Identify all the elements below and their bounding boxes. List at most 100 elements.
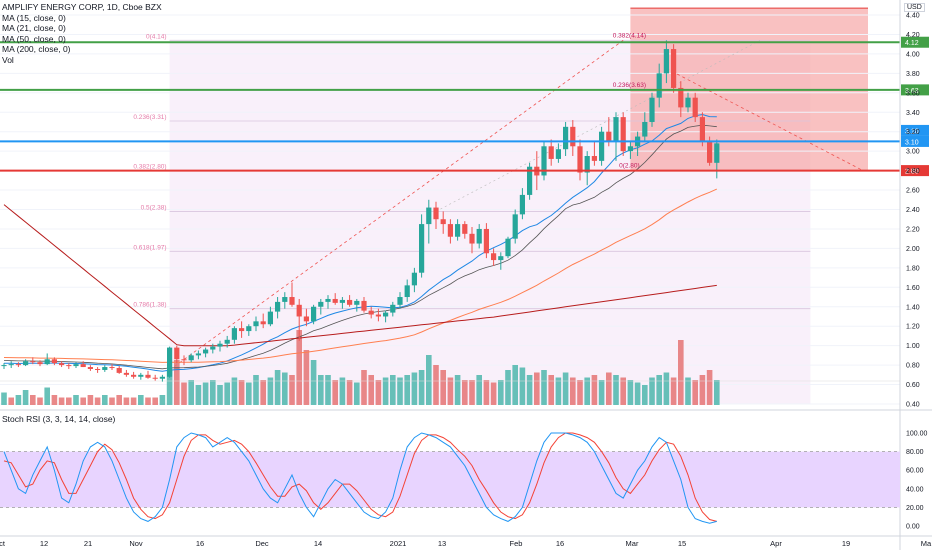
volume-bar: [469, 380, 475, 405]
candle-body: [159, 376, 165, 379]
candle-body: [123, 372, 129, 375]
volume-bar: [188, 380, 194, 405]
candle-body: [620, 117, 626, 152]
volume-bar: [138, 395, 144, 405]
candle-body: [109, 367, 115, 369]
candle-body: [181, 359, 187, 361]
price-tick-label: 1.00: [906, 343, 920, 350]
volume-bar: [30, 395, 36, 405]
candle-body: [606, 131, 612, 142]
candle-body: [73, 364, 79, 367]
study-ma21[interactable]: MA (21, close, 0): [2, 23, 66, 33]
candle-body: [541, 146, 547, 176]
candle-body: [419, 224, 425, 273]
volume-bar: [202, 382, 209, 405]
candle-body: [368, 310, 374, 315]
candle-body: [577, 146, 583, 173]
study-ma15[interactable]: MA (15, close, 0): [2, 12, 66, 23]
candle-body: [584, 156, 590, 173]
fib-label: 0.236(3.31): [133, 114, 166, 121]
volume-bar: [613, 375, 619, 405]
candle-body: [375, 314, 381, 317]
volume-bar: [476, 375, 482, 405]
candle-body: [275, 301, 281, 312]
volume-bar: [109, 397, 115, 405]
volume-bar: [375, 380, 382, 405]
level-price-tag: [901, 135, 929, 147]
candle-body: [613, 117, 619, 142]
fib-label: 0(4.14): [146, 33, 167, 40]
volume-bar: [548, 375, 554, 405]
fib-label: 0.786(1.38): [133, 302, 166, 309]
volume-bar: [346, 380, 353, 405]
candle-body: [332, 298, 338, 303]
candle-body: [311, 306, 317, 322]
candle-body: [505, 238, 511, 257]
candle-body: [678, 87, 684, 108]
study-ma200[interactable]: MA (200, close, 0): [2, 44, 71, 54]
time-tick-label: Dec: [255, 539, 269, 548]
price-tick-label: 0.40: [906, 402, 920, 409]
volume-bar: [627, 380, 634, 405]
currency-label[interactable]: USD: [904, 3, 925, 12]
candle-body: [87, 367, 93, 369]
symbol-title[interactable]: AMPLIFY ENERGY CORP, 1D, Cboe BZX: [2, 2, 162, 12]
study-volume[interactable]: Vol: [2, 54, 14, 65]
volume-bar: [685, 377, 691, 405]
price-tick-label: 1.60: [906, 285, 920, 292]
ma50-line: [3, 188, 718, 363]
candle-body: [282, 297, 288, 302]
stoch-rsi-title[interactable]: Stoch RSI (3, 3, 14, 14, close): [2, 414, 116, 424]
rsi-tick-label: 80.00: [906, 449, 924, 456]
stoch-rsi-k-line: [3, 432, 717, 524]
level-price-label: 4.12: [905, 40, 919, 47]
candle-body: [167, 347, 173, 377]
volume-bar: [94, 397, 101, 405]
fib-label: 0.382(2.80): [133, 164, 166, 171]
candle-body: [627, 146, 633, 152]
volume-bar: [541, 370, 547, 405]
candle-body: [548, 146, 554, 159]
candle-body: [231, 328, 237, 340]
extra-price-tag: [901, 124, 929, 136]
volume-bar: [490, 382, 497, 405]
volume-bar: [606, 372, 612, 405]
volume-bar: [44, 387, 50, 405]
volume-bar: [454, 375, 461, 405]
volume-bar: [318, 375, 324, 405]
candle-body: [642, 121, 648, 137]
candle-body: [404, 285, 410, 298]
candle-body: [188, 355, 194, 361]
candle-body: [462, 224, 468, 234]
volume-bar: [1, 392, 7, 405]
volume-bar: [634, 382, 641, 405]
candle-body: [527, 166, 533, 195]
volume-bar: [397, 377, 403, 405]
candle-body: [426, 207, 432, 225]
candle-body: [152, 377, 158, 379]
price-tick-label: 4.20: [906, 32, 920, 39]
volume-bar: [181, 382, 187, 405]
candle-body: [692, 97, 698, 118]
candle-body: [656, 73, 662, 98]
volume-bar: [303, 350, 310, 405]
candle-body: [649, 97, 655, 122]
candle-body: [1, 365, 7, 367]
candle-body: [361, 300, 367, 311]
volume-bar: [382, 377, 389, 405]
volume-bar: [260, 380, 266, 405]
price-tick-label: 2.20: [906, 226, 920, 233]
candle-body: [433, 207, 439, 220]
price-tick-label: 2.80: [906, 168, 920, 175]
candle-body: [253, 321, 259, 327]
volume-bar: [670, 377, 677, 405]
volume-bar: [591, 375, 598, 405]
volume-bar: [73, 395, 79, 405]
volume-bar: [361, 370, 367, 405]
study-ma50[interactable]: MA (50, close, 0): [2, 33, 66, 44]
volume-bar: [253, 375, 259, 405]
price-tick-label: 4.40: [906, 13, 920, 20]
candle-body: [455, 224, 461, 237]
price-tick-label: 3.60: [906, 90, 920, 97]
